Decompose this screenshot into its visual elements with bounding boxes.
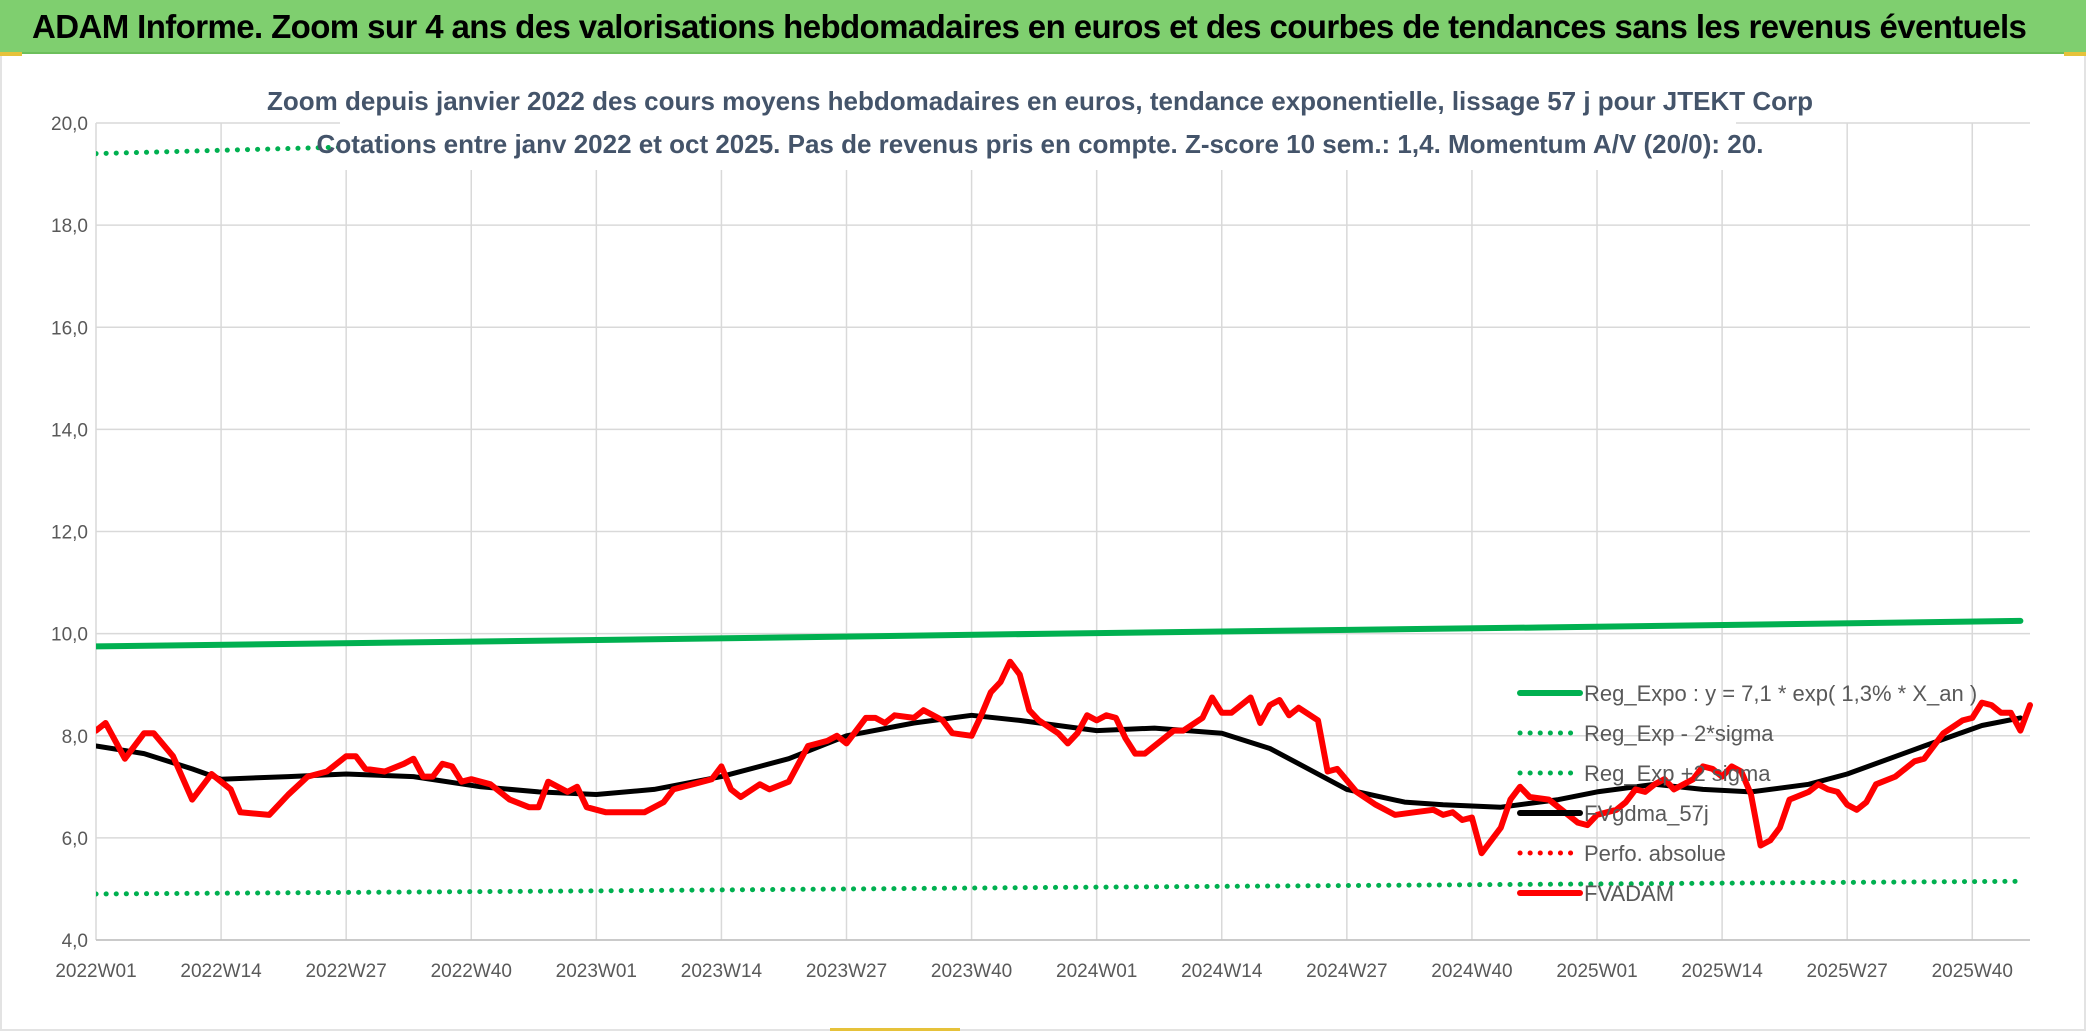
- legend-label-1: Reg_Exp - 2*sigma: [1584, 721, 1774, 746]
- x-tick-label: 2022W27: [305, 961, 386, 982]
- y-tick-label: 4,0: [62, 931, 88, 952]
- x-tick-label: 2022W14: [180, 961, 262, 982]
- x-tick-label: 2025W01: [1556, 961, 1637, 982]
- x-axis-ticks: 2022W01 2022W14 2022W27 2022W40 2023W01 2023W…: [55, 961, 2013, 982]
- chart-subtitle: Cotations entre janv 2022 et oct 2025. P…: [317, 129, 1764, 159]
- x-tick-label: 2024W01: [1056, 961, 1137, 982]
- x-tick-label: 2024W27: [1306, 961, 1387, 982]
- x-tick-label: 2023W14: [681, 961, 763, 982]
- banner: ADAM Informe. Zoom sur 4 ans des valoris…: [0, 0, 2086, 54]
- bottom-accent: [830, 1028, 960, 1031]
- banner-title: ADAM Informe. Zoom sur 4 ans des valoris…: [32, 8, 2027, 45]
- y-tick-label: 20,0: [51, 114, 88, 135]
- legend-label-3: FVgdma_57j: [1584, 801, 1709, 826]
- y-tick-label: 18,0: [51, 216, 88, 237]
- x-tick-label: 2023W01: [556, 961, 637, 982]
- series-line-5: [96, 658, 2033, 857]
- corner-accent-left: [0, 52, 22, 56]
- legend-label-5: FVADAM: [1584, 881, 1674, 906]
- y-axis-ticks: 4,0 6,0 8,0 10,0 12,0 14,0 16,0 18,0 20,0: [51, 114, 88, 952]
- y-tick-label: 16,0: [51, 318, 88, 339]
- legend-label-4: Perfo. absolue: [1584, 841, 1726, 866]
- y-tick-label: 8,0: [62, 727, 88, 748]
- legend-label-2: Reg_Exp +2 sigma: [1584, 761, 1771, 786]
- y-tick-label: 14,0: [51, 420, 88, 441]
- x-tick-label: 2025W27: [1807, 961, 1888, 982]
- x-tick-label: 2025W14: [1681, 961, 1763, 982]
- x-tick-label: 2023W27: [806, 961, 887, 982]
- x-tick-label: 2024W14: [1181, 961, 1263, 982]
- y-tick-label: 10,0: [51, 625, 88, 646]
- legend: Reg_Expo : y = 7,1 * exp( 1,3% * X_an ) R…: [1517, 681, 1977, 906]
- x-tick-label: 2024W40: [1431, 961, 1512, 982]
- chart-title: Zoom depuis janvier 2022 des cours moyen…: [267, 86, 1813, 116]
- title-backdrop: [340, 78, 1736, 170]
- y-tick-label: 6,0: [62, 829, 88, 850]
- series-line-3: [96, 712, 2023, 810]
- series-line-1: [96, 878, 2023, 897]
- series-line-0: [96, 617, 2024, 650]
- x-tick-label: 2022W40: [431, 961, 512, 982]
- x-tick-label: 2025W40: [1932, 961, 2013, 982]
- x-tick-label: 2022W01: [55, 961, 136, 982]
- y-tick-label: 12,0: [51, 523, 88, 544]
- x-tick-label: 2023W40: [931, 961, 1012, 982]
- corner-accent-right: [2064, 52, 2086, 56]
- grid-lines: [95, 122, 2030, 941]
- legend-label-0: Reg_Expo : y = 7,1 * exp( 1,3% * X_an ): [1584, 681, 1977, 706]
